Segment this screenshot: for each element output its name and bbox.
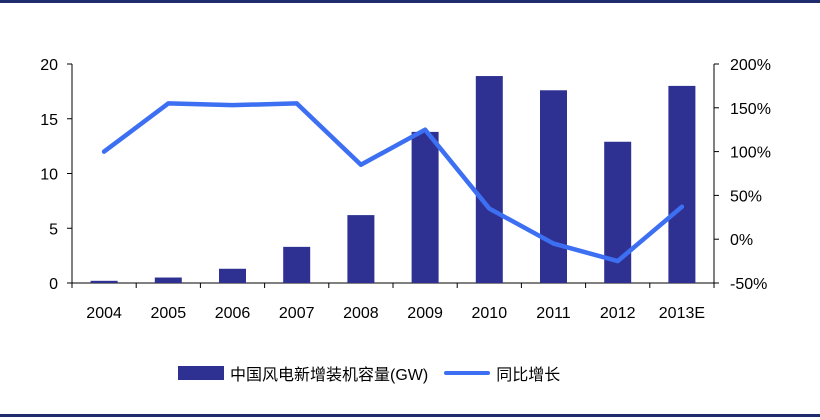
- right-tick-label: 150%: [730, 101, 771, 118]
- right-tick-label: 100%: [730, 145, 771, 162]
- bar: [475, 76, 503, 283]
- bar: [411, 131, 439, 283]
- x-tick-label: 2006: [215, 305, 251, 322]
- bar-series: [90, 76, 696, 284]
- x-tick-label: 2012: [600, 305, 636, 322]
- bar: [347, 215, 375, 283]
- x-tick-label: 2008: [343, 305, 379, 322]
- x-tick-label: 2013E: [659, 305, 705, 322]
- x-tick-label: 2004: [86, 305, 122, 322]
- line-point: [423, 127, 428, 132]
- legend-line-swatch: [444, 371, 491, 375]
- line-point: [358, 162, 363, 167]
- legend-item-bar: 中国风电新增装机容量(GW): [178, 361, 428, 385]
- legend: 中国风电新增装机容量(GW) 同比增长: [178, 359, 576, 387]
- left-tick-label: 20: [40, 57, 58, 74]
- line-point: [679, 204, 684, 209]
- x-tick-label: 2009: [407, 305, 443, 322]
- right-tick-label: 50%: [730, 188, 762, 205]
- combo-chart: 0 5 10 15 20 -50% 0% 50% 100% 150% 200% 2004 2005 200…: [40, 57, 771, 322]
- right-tick-label: -50%: [730, 276, 767, 293]
- left-tick-label: 15: [40, 112, 58, 129]
- bar: [219, 268, 246, 283]
- bar: [154, 277, 182, 283]
- line-point: [166, 101, 171, 106]
- x-tick-label: 2010: [472, 305, 508, 322]
- line-point: [102, 149, 107, 154]
- x-tick-label: 2005: [151, 305, 187, 322]
- line-point: [487, 206, 492, 211]
- left-tick-label: 10: [40, 167, 58, 184]
- line-point: [551, 241, 556, 246]
- line-series: [101, 101, 685, 264]
- line-point: [615, 259, 620, 264]
- right-tick-label: 0%: [730, 232, 753, 249]
- bar: [668, 85, 696, 284]
- tick-labels: 0 5 10 15 20 -50% 0% 50% 100% 150% 200% 2004 2005 200…: [40, 57, 771, 322]
- legend-item-line: 同比增长: [444, 361, 560, 385]
- right-tick-label: 200%: [730, 57, 771, 74]
- bar: [283, 246, 311, 283]
- left-tick-label: 5: [49, 221, 58, 238]
- x-tick-label: 2011: [536, 305, 571, 322]
- bar: [540, 90, 567, 283]
- legend-bar-label: 中国风电新增装机容量(GW): [230, 367, 429, 384]
- left-tick-label: 0: [49, 276, 58, 293]
- line-point: [230, 103, 235, 108]
- bar: [90, 280, 118, 283]
- bottom-rule: [0, 414, 820, 417]
- legend-line-label: 同比增长: [496, 367, 561, 384]
- legend-bar-swatch: [178, 366, 224, 380]
- line-point: [294, 101, 299, 106]
- top-rule: [0, 0, 820, 3]
- growth-line: [101, 101, 685, 264]
- x-tick-label: 2007: [279, 305, 315, 322]
